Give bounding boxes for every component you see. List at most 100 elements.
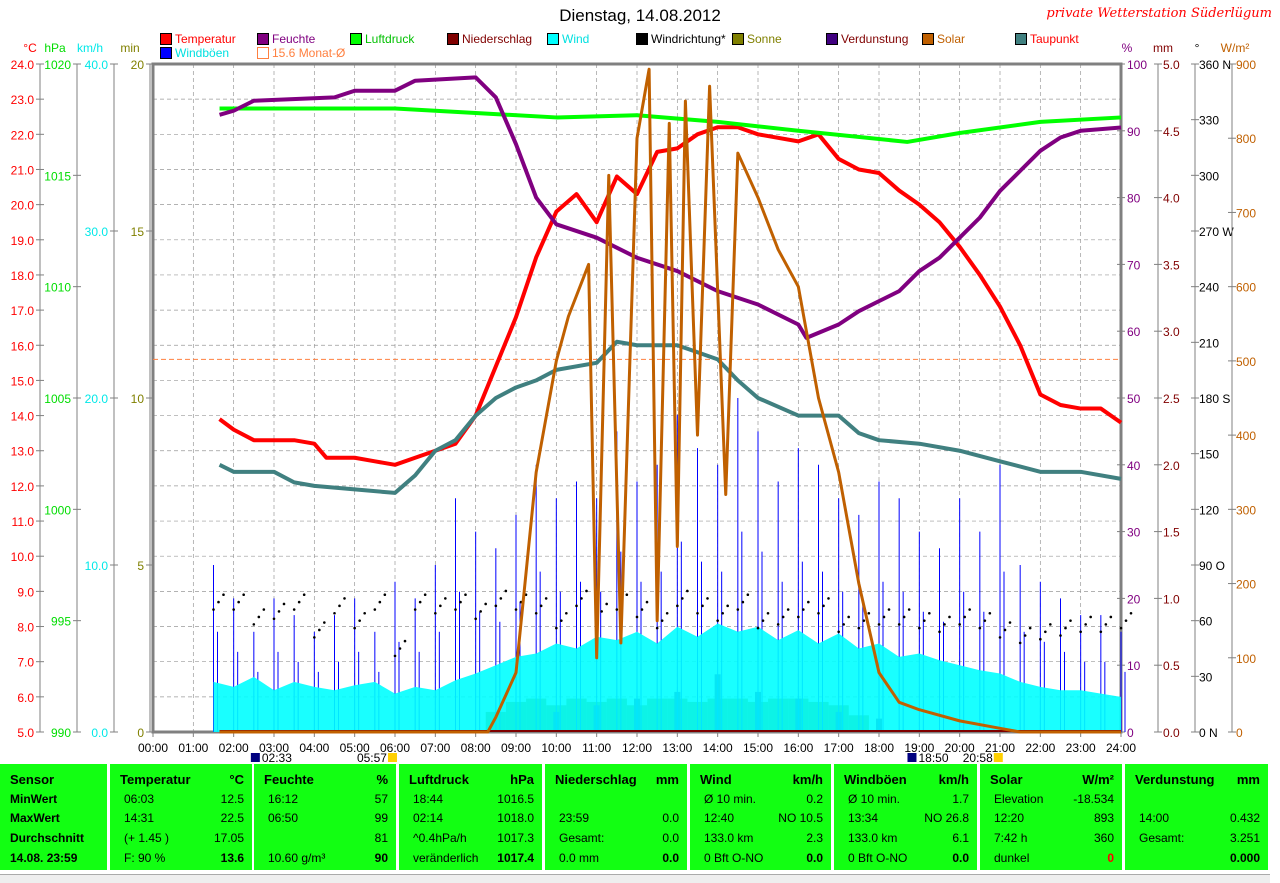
wind-direction-dot	[534, 611, 538, 615]
row-label: 02:14	[413, 811, 444, 825]
row-label: (+ 1.45 )	[124, 831, 170, 845]
axis-label-wind: 20.0	[85, 392, 109, 406]
table-row: 02:14 1018.0	[409, 811, 534, 825]
wind-direction-dot	[242, 593, 245, 596]
row-label: Elevation	[994, 792, 1044, 806]
table-row: F: 90 % 13.6	[120, 851, 244, 865]
row-value: 1017.4	[497, 851, 534, 865]
axis-label-rain: 1.0	[1163, 592, 1180, 606]
x-tick-label: 01:00	[178, 741, 208, 755]
wind-direction-dot	[282, 602, 286, 606]
table-header: Temperatur °C	[120, 772, 244, 787]
axis-label-solar: 900	[1236, 58, 1256, 72]
legend-swatch	[447, 33, 459, 45]
wind-direction-dot	[998, 636, 1002, 639]
series-line-temperatur	[218, 125, 1123, 467]
axis-label-rain: 2.0	[1163, 459, 1180, 473]
axis-label-temp: 20.0	[11, 199, 35, 213]
wind-direction-dot	[292, 608, 296, 611]
wind-direction-dot	[575, 604, 578, 608]
legend-swatch	[732, 33, 744, 45]
wind-direction-dot	[676, 604, 679, 608]
wind-direction-dot	[918, 626, 921, 630]
wind-direction-dot	[907, 608, 911, 611]
wind-direction-dot	[1124, 619, 1128, 622]
table-row: 16:12 57	[264, 792, 388, 806]
table-row: Ø 10 min. 1.7	[844, 792, 969, 806]
wind-direction-dot	[902, 615, 906, 619]
table-row: 81	[264, 831, 388, 845]
row-value: 99	[374, 811, 388, 825]
axis-label-wind: 10.0	[85, 559, 109, 573]
table-row: Durchschnitt	[10, 831, 99, 845]
row-label: Gesamt:	[559, 831, 605, 845]
wind-direction-dot	[686, 589, 689, 593]
x-tick-label: 21:00	[985, 741, 1015, 755]
row-label: ^0.4hPa/h	[413, 831, 467, 845]
wind-direction-dot	[302, 593, 306, 596]
axis-unit-pressure: hPa	[44, 41, 66, 55]
x-tick-label: 18:00	[864, 741, 894, 755]
axis-label-pressure: 1010	[44, 281, 71, 295]
legend-item: Windböen	[160, 46, 229, 60]
wind-direction-dot	[887, 608, 891, 611]
row-label	[1135, 851, 1139, 865]
axis-label-sun: 0	[137, 726, 144, 740]
wind-direction-dot	[781, 615, 785, 619]
row-value: 0.000	[1229, 851, 1260, 865]
row-value: 12.5	[220, 792, 244, 806]
wind-direction-dot	[474, 617, 477, 621]
x-tick-label: 10:00	[541, 741, 571, 755]
wind-direction-dot	[1018, 641, 1022, 645]
wind-direction-dot	[786, 608, 790, 611]
row-value: 0.2	[806, 792, 823, 806]
wind-direction-dot	[1129, 611, 1133, 615]
wind-direction-dot	[978, 626, 982, 630]
legend-item: Temperatur	[160, 32, 236, 46]
wind-direction-dot	[217, 600, 220, 604]
row-value: 57	[374, 792, 388, 806]
astro-icon-sunset	[993, 753, 1003, 762]
wind-direction-dot	[1049, 623, 1052, 626]
wind-direction-dot	[897, 623, 901, 626]
row-value: 1.7	[952, 792, 969, 806]
table-row: 06:50 99	[264, 811, 388, 825]
row-label	[264, 831, 268, 845]
column-unit: mm	[1236, 772, 1260, 787]
column-title: Niederschlag	[555, 772, 637, 787]
axis-label-direction: 0 N	[1199, 726, 1218, 740]
legend-label: Verdunstung	[841, 32, 909, 46]
axis-label-humidity: 90	[1127, 125, 1141, 139]
legend-label: Windböen	[175, 46, 230, 60]
wind-direction-dot	[963, 615, 966, 619]
axis-label-wind: 0.0	[91, 726, 108, 740]
table-row: MinWert	[10, 792, 99, 806]
wind-direction-dot	[494, 604, 498, 608]
row-label: veränderlich	[413, 851, 479, 865]
axis-label-sun: 20	[131, 58, 145, 72]
legend-label: Taupunkt	[1030, 32, 1079, 46]
axis-label-rain: 0.5	[1163, 659, 1180, 673]
table-row: 14.08. 23:59	[10, 851, 99, 865]
table-panel-sensor: Sensor MinWert MaxWert Durchschnitt 14.08. 2…	[0, 764, 107, 870]
wind-direction-dot	[539, 604, 543, 608]
wind-direction-dot	[655, 626, 659, 630]
table-row: 14:31 22.5	[120, 811, 244, 825]
wind-direction-dot	[958, 623, 961, 626]
legend-swatch	[160, 47, 172, 59]
wind-direction-dot	[277, 610, 281, 613]
axis-label-wind: 40.0	[85, 58, 109, 72]
wind-direction-dot	[560, 619, 563, 622]
axis-label-humidity: 20	[1127, 592, 1141, 606]
x-tick-label: 02:00	[219, 741, 249, 755]
x-tick-label: 00:00	[138, 741, 168, 755]
wind-direction-dot	[938, 630, 941, 634]
wind-direction-dot	[423, 593, 427, 596]
column-title: Solar	[990, 772, 1023, 787]
axis-label-temp: 8.0	[17, 621, 34, 635]
axis-label-solar: 300	[1236, 503, 1256, 517]
legend-label: Niederschlag	[462, 32, 533, 46]
wind-direction-dot	[499, 597, 503, 600]
wind-direction-dot	[807, 600, 810, 604]
wind-direction-dot	[923, 619, 926, 622]
